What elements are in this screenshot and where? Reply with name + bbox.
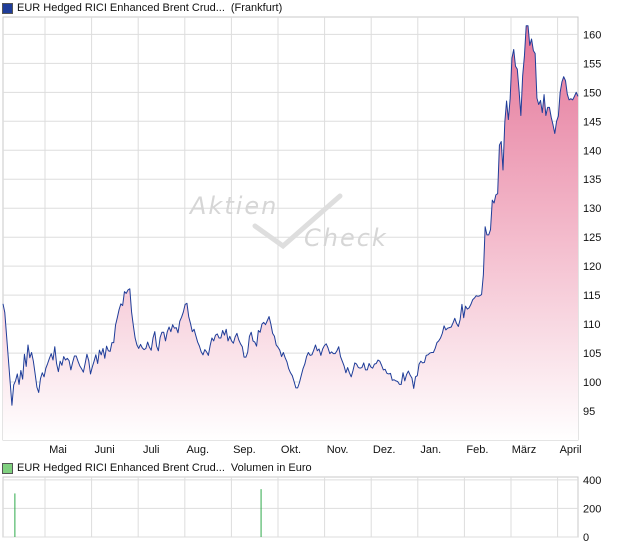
volume-legend: EUR Hedged RICI Enhanced Brent Crud... V…: [2, 461, 312, 475]
price-x-axis: Mai Juni Juli Aug. Sep. Okt. Nov. Dez. Jan. Feb. M…: [49, 444, 581, 456]
x-tick-label: Juli: [143, 444, 160, 456]
y-tick-label: 160: [583, 29, 601, 41]
y-tick-label: 95: [583, 406, 595, 418]
x-tick-label: Aug.: [186, 444, 209, 456]
x-tick-label: Mai: [49, 444, 67, 456]
price-legend: EUR Hedged RICI Enhanced Brent Crud... (…: [2, 1, 282, 15]
volume-grid: [3, 477, 578, 538]
y-tick-label: 120: [583, 261, 601, 273]
x-tick-label: Jan.: [420, 444, 441, 456]
x-tick-label: Nov.: [327, 444, 349, 456]
price-y-axis: 95 100 105 110 115 120 125 130 135 140 145 150 155 16…: [583, 29, 601, 418]
price-legend-exchange: (Frankfurt): [230, 2, 283, 14]
volume-bars: [14, 489, 262, 537]
y-tick-label: 115: [583, 290, 601, 302]
y-tick-label: 140: [583, 145, 601, 157]
y-tick-label: 145: [583, 116, 601, 128]
price-line: [2, 25, 579, 406]
volume-y-axis: 0 200 400: [583, 476, 601, 544]
price-chart: Aktien Check 95 100 105 110 115 120 125 130 135 1…: [2, 16, 601, 456]
x-tick-label: Dez.: [373, 444, 396, 456]
volume-y-tick-label: 200: [583, 503, 601, 515]
volume-legend-series-name: EUR Hedged RICI Enhanced Brent Crud...: [17, 462, 225, 474]
price-legend-swatch: [2, 2, 13, 14]
x-tick-label: Juni: [95, 444, 115, 456]
x-tick-label: Feb.: [466, 444, 488, 456]
price-area: [3, 25, 578, 440]
price-series: [2, 25, 579, 440]
x-tick-label: Sep.: [233, 444, 256, 456]
volume-chart: 0 200 400: [2, 476, 601, 544]
y-tick-label: 155: [583, 58, 601, 70]
x-tick-label: April: [560, 444, 582, 456]
volume-plot-frame: [2, 476, 579, 538]
x-tick-label: Okt.: [281, 444, 301, 456]
watermark: Aktien Check: [188, 192, 388, 252]
volume-y-tick-label: 0: [583, 532, 589, 544]
y-tick-label: 110: [583, 319, 601, 331]
x-tick-label: März: [512, 444, 536, 456]
y-tick-label: 105: [583, 348, 601, 360]
y-tick-label: 150: [583, 87, 601, 99]
y-tick-label: 100: [583, 377, 601, 389]
volume-legend-swatch: [2, 462, 13, 474]
watermark-check-icon: [252, 193, 343, 250]
watermark-line1: Aktien: [188, 192, 278, 220]
y-tick-label: 135: [583, 174, 601, 186]
y-tick-label: 130: [583, 203, 601, 215]
y-tick-label: 125: [583, 232, 601, 244]
price-legend-series-name: EUR Hedged RICI Enhanced Brent Crud...: [17, 2, 225, 14]
volume-y-tick-label: 400: [583, 476, 601, 487]
watermark-line2: Check: [304, 224, 388, 252]
volume-legend-label: Volumen in Euro: [230, 462, 312, 474]
